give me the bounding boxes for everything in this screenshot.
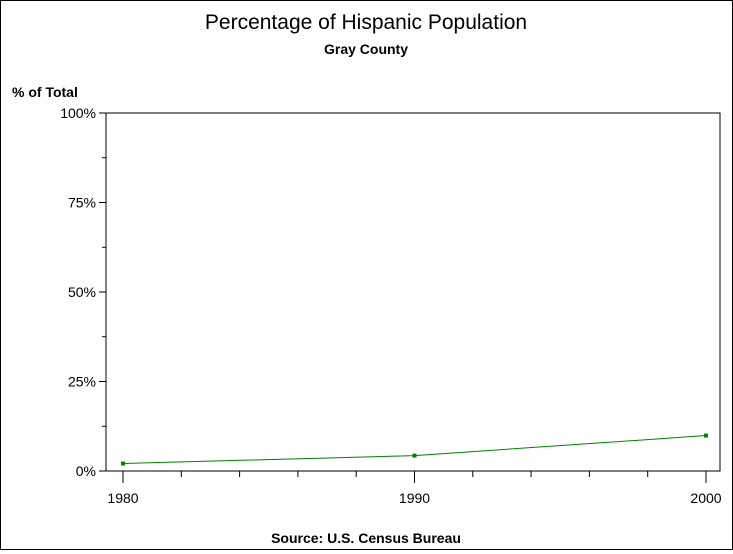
data-point bbox=[412, 453, 417, 458]
data-point bbox=[121, 461, 125, 466]
chart-subtitle: Gray County bbox=[324, 41, 408, 57]
y-tick-label: 75% bbox=[68, 195, 96, 211]
data-point bbox=[704, 433, 708, 438]
y-tick-label: 0% bbox=[76, 463, 96, 479]
y-tick-label: 50% bbox=[68, 284, 96, 300]
footnote: Source: U.S. Census Bureau bbox=[271, 530, 461, 546]
y-tick-label: 25% bbox=[68, 374, 96, 390]
series-line bbox=[122, 435, 707, 464]
chart-title: Percentage of Hispanic Population bbox=[205, 11, 527, 34]
y-axis-label: % of Total bbox=[12, 84, 78, 100]
plot-frame bbox=[105, 112, 721, 472]
x-tick-label: 1990 bbox=[399, 490, 430, 506]
x-tick-label: 1980 bbox=[107, 490, 138, 506]
x-tick-label: 2000 bbox=[690, 490, 721, 506]
y-tick-label: 100% bbox=[60, 105, 96, 121]
